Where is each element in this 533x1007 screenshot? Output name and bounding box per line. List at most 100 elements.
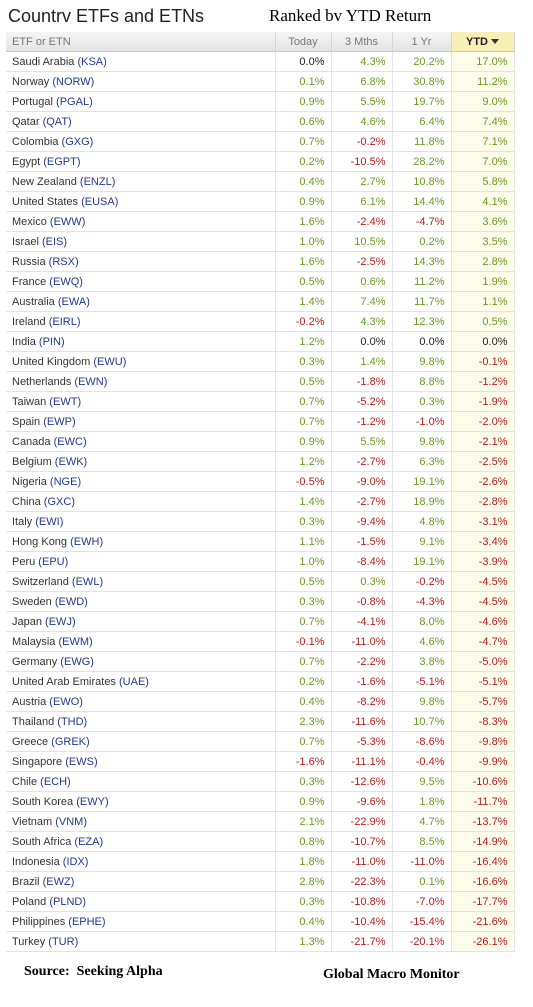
table-row[interactable]: Taiwan (EWT) 0.7% -5.2% 0.3% -1.9% <box>6 391 515 412</box>
ticker-link[interactable]: EWC <box>57 435 83 448</box>
column-header-ytd[interactable]: YTD <box>451 32 515 52</box>
ticker-link[interactable]: GXG <box>65 135 90 148</box>
table-row[interactable]: Singapore (EWS) -1.6% -11.1% -0.4% -9.9% <box>6 751 515 772</box>
ticker-link[interactable]: TUR <box>51 935 75 948</box>
ticker-link[interactable]: GXC <box>47 495 72 508</box>
table-row[interactable]: Italy (EWI) 0.3% -9.4% 4.8% -3.1% <box>6 511 515 532</box>
table-row[interactable]: Switzerland (EWL) 0.5% 0.3% -0.2% -4.5% <box>6 571 515 592</box>
table-row[interactable]: Belgium (EWK) 1.2% -2.7% 6.3% -2.5% <box>6 451 515 472</box>
table-row[interactable]: Germany (EWG) 0.7% -2.2% 3.8% -5.0% <box>6 651 515 672</box>
table-row[interactable]: New Zealand (ENZL) 0.4% 2.7% 10.8% 5.8% <box>6 171 515 192</box>
table-row[interactable]: Israel (EIS) 1.0% 10.5% 0.2% 3.5% <box>6 231 515 252</box>
ticker-link[interactable]: EWZ <box>46 875 71 888</box>
column-header-today[interactable]: Today <box>275 32 332 52</box>
table-row[interactable]: Netherlands (EWN) 0.5% -1.8% 8.8% -1.2% <box>6 371 515 392</box>
ticker-link[interactable]: EWJ <box>48 615 72 628</box>
table-row[interactable]: Spain (EWP) 0.7% -1.2% -1.0% -2.0% <box>6 411 515 432</box>
table-row[interactable]: India (PIN) 1.2% 0.0% 0.0% 0.0% <box>6 331 515 352</box>
table-row[interactable]: Turkey (TUR) 1.3% -21.7% -20.1% -26.1% <box>6 931 515 952</box>
table-row[interactable]: Austria (EWO) 0.4% -8.2% 9.8% -5.7% <box>6 691 515 712</box>
ticker-link[interactable]: EIRL <box>52 315 77 328</box>
ticker-link[interactable]: PIN <box>42 335 61 348</box>
table-row[interactable]: Saudi Arabia (KSA) 0.0% 4.3% 20.2% 17.0% <box>6 51 515 72</box>
table-row[interactable]: Philippines (EPHE) 0.4% -10.4% -15.4% -21.6% <box>6 911 515 932</box>
table-row[interactable]: Norway (NORW) 0.1% 6.8% 30.8% 11.2% <box>6 71 515 92</box>
table-row[interactable]: United Kingdom (EWU) 0.3% 1.4% 9.8% -0.1% <box>6 351 515 372</box>
table-row[interactable]: South Africa (EZA) 0.8% -10.7% 8.5% -14.9% <box>6 831 515 852</box>
ticker-link[interactable]: EWK <box>58 455 84 468</box>
ticker-link[interactable]: ENZL <box>83 175 112 188</box>
ticker-link[interactable]: EPHE <box>71 915 102 928</box>
ticker-link[interactable]: EWU <box>97 355 123 368</box>
table-row[interactable]: United States (EUSA) 0.9% 6.1% 14.4% 4.1% <box>6 191 515 212</box>
ticker-link[interactable]: PLND <box>53 895 83 908</box>
ticker-link[interactable]: NORW <box>56 75 91 88</box>
ticker-link[interactable]: EUSA <box>84 195 115 208</box>
table-row[interactable]: Japan (EWJ) 0.7% -4.1% 8.0% -4.6% <box>6 611 515 632</box>
ticker-link[interactable]: EWH <box>73 535 100 548</box>
table-row[interactable]: Mexico (EWW) 1.6% -2.4% -4.7% 3.6% <box>6 211 515 232</box>
ticker-link[interactable]: QAT <box>46 115 69 128</box>
ticker-link[interactable]: UAE <box>122 675 146 688</box>
ticker-link[interactable]: RSX <box>52 255 75 268</box>
table-row[interactable]: Australia (EWA) 1.4% 7.4% 11.7% 1.1% <box>6 291 515 312</box>
ticker-link[interactable]: GREK <box>54 735 86 748</box>
ticker-link[interactable]: VNM <box>58 815 84 828</box>
ticker-link[interactable]: EWQ <box>52 275 80 288</box>
table-row[interactable]: Colombia (GXG) 0.7% -0.2% 11.8% 7.1% <box>6 131 515 152</box>
ticker-link[interactable]: EWI <box>38 515 60 528</box>
ticker-link[interactable]: EZA <box>78 835 100 848</box>
ticker-link[interactable]: NGE <box>53 475 78 488</box>
ticker-link[interactable]: EWG <box>63 655 91 668</box>
ticker-link[interactable]: EWS <box>68 755 94 768</box>
table-row[interactable]: South Korea (EWY) 0.9% -9.6% 1.8% -11.7% <box>6 791 515 812</box>
table-row[interactable]: Sweden (EWD) 0.3% -0.8% -4.3% -4.5% <box>6 591 515 612</box>
table-row[interactable]: Thailand (THD) 2.3% -11.6% 10.7% -8.3% <box>6 711 515 732</box>
ticker-link[interactable]: ECH <box>43 775 68 788</box>
ticker-link[interactable]: KSA <box>81 55 104 68</box>
3-mths-cell: -5.2% <box>331 391 393 412</box>
table-row[interactable]: Chile (ECH) 0.3% -12.6% 9.5% -10.6% <box>6 771 515 792</box>
table-row[interactable]: Russia (RSX) 1.6% -2.5% 14.3% 2.8% <box>6 251 515 272</box>
table-row[interactable]: Indonesia (IDX) 1.8% -11.0% -11.0% -16.4% <box>6 851 515 872</box>
ticker-link[interactable]: EWA <box>61 295 87 308</box>
ticker-link[interactable]: EWN <box>78 375 104 388</box>
ticker-link[interactable]: EGPT <box>46 155 77 168</box>
table-row[interactable]: Qatar (QAT) 0.6% 4.6% 6.4% 7.4% <box>6 111 515 132</box>
1-yr-cell: 11.8% <box>392 131 452 152</box>
ticker-link[interactable]: EIS <box>45 235 64 248</box>
table-row[interactable]: Egypt (EGPT) 0.2% -10.5% 28.2% 7.0% <box>6 151 515 172</box>
table-row[interactable]: France (EWQ) 0.5% 0.6% 11.2% 1.9% <box>6 271 515 292</box>
ticker-link[interactable]: EWT <box>52 395 78 408</box>
country-name: United Kingdom <box>12 355 91 368</box>
ticker-link[interactable]: EWW <box>53 215 82 228</box>
ticker-link[interactable]: THD <box>60 715 84 728</box>
1-yr-cell: 28.2% <box>392 151 452 172</box>
ticker-link[interactable]: EWP <box>46 415 72 428</box>
table-row[interactable]: Canada (EWC) 0.9% 5.5% 9.8% -2.1% <box>6 431 515 452</box>
ticker-link[interactable]: EWD <box>58 595 85 608</box>
today-cell: 0.3% <box>275 511 332 532</box>
table-row[interactable]: Brazil (EWZ) 2.8% -22.3% 0.1% -16.6% <box>6 871 515 892</box>
table-row[interactable]: Ireland (EIRL) -0.2% 4.3% 12.3% 0.5% <box>6 311 515 332</box>
table-row[interactable]: Peru (EPU) 1.0% -8.4% 19.1% -3.9% <box>6 551 515 572</box>
ticker-link[interactable]: EWO <box>52 695 80 708</box>
ticker-link[interactable]: EPU <box>41 555 65 568</box>
ticker-link[interactable]: EWY <box>79 795 105 808</box>
table-row[interactable]: Hong Kong (EWH) 1.1% -1.5% 9.1% -3.4% <box>6 531 515 552</box>
table-row[interactable]: Malaysia (EWM) -0.1% -11.0% 4.6% -4.7% <box>6 631 515 652</box>
table-row[interactable]: Nigeria (NGE) -0.5% -9.0% 19.1% -2.6% <box>6 471 515 492</box>
table-row[interactable]: United Arab Emirates (UAE) 0.2% -1.6% -5.1%… <box>6 671 515 692</box>
ticker-link[interactable]: EWM <box>62 635 90 648</box>
column-header-name[interactable]: ETF or ETN <box>6 32 276 52</box>
table-row[interactable]: Greece (GREK) 0.7% -5.3% -8.6% -9.8% <box>6 731 515 752</box>
table-row[interactable]: China (GXC) 1.4% -2.7% 18.9% -2.8% <box>6 491 515 512</box>
ticker-link[interactable]: PGAL <box>59 95 90 108</box>
table-row[interactable]: Vietnam (VNM) 2.1% -22.9% 4.7% -13.7% <box>6 811 515 832</box>
table-row[interactable]: Portugal (PGAL) 0.9% 5.5% 19.7% 9.0% <box>6 91 515 112</box>
table-row[interactable]: Poland (PLND) 0.3% -10.8% -7.0% -17.7% <box>6 891 515 912</box>
column-header-1-yr[interactable]: 1 Yr <box>392 32 452 52</box>
ticker-link[interactable]: EWL <box>75 575 100 588</box>
column-header-3-mths[interactable]: 3 Mths <box>331 32 393 52</box>
ticker-link[interactable]: IDX <box>66 855 85 868</box>
